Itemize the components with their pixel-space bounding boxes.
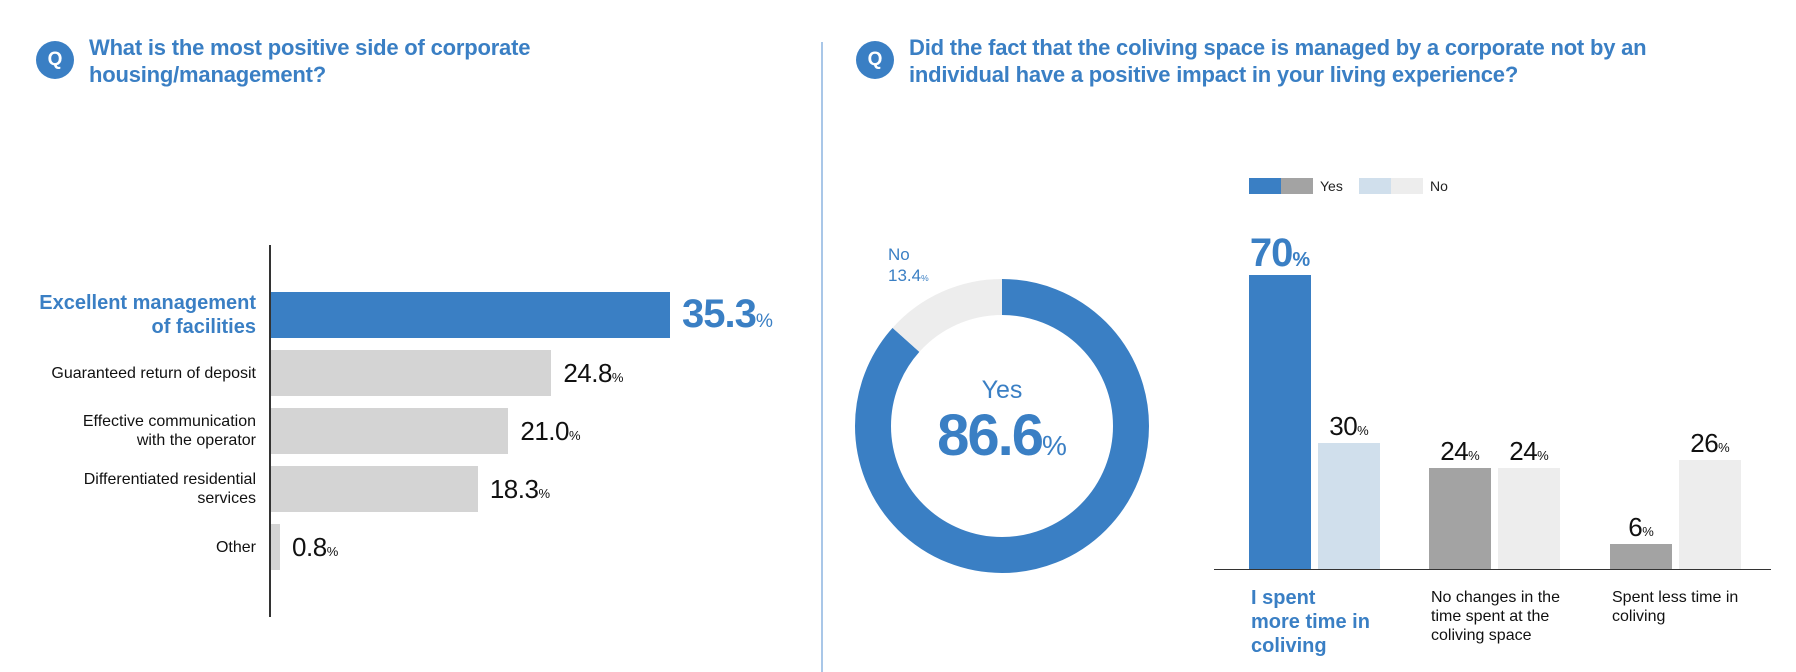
legend-swatch-no-gray bbox=[1391, 178, 1423, 194]
category-label-1: I spent more time in coliving bbox=[1251, 586, 1401, 658]
category-label-line: Excellent management bbox=[39, 292, 256, 314]
question-title-left-line1: What is the most positive side of corpor… bbox=[89, 35, 531, 60]
value-number: 18.3 bbox=[489, 474, 539, 504]
bar-5 bbox=[271, 524, 281, 570]
category-label-text: Other bbox=[216, 538, 256, 557]
bar-no-3 bbox=[1679, 459, 1741, 569]
value-unit: % bbox=[568, 428, 581, 443]
category-label-line: Effective communication bbox=[82, 413, 256, 430]
value-label-5: 0.8% bbox=[292, 532, 338, 563]
category-label-line: with the operator bbox=[136, 432, 256, 449]
category-label-text: Guaranteed return of deposit bbox=[51, 364, 256, 383]
category-label-line: of facilities bbox=[151, 316, 256, 338]
category-label-line: coliving bbox=[1612, 608, 1666, 625]
category-label-3: Effective communication with the operator bbox=[83, 408, 256, 454]
bar-1 bbox=[271, 292, 670, 338]
panel-divider bbox=[821, 42, 823, 672]
question-badge-left: Q bbox=[36, 41, 74, 79]
donut-yes-name: Yes bbox=[981, 376, 1023, 404]
legend-swatch-yes-blue bbox=[1249, 178, 1281, 194]
category-label-text: Excellent management of facilities bbox=[39, 291, 256, 339]
bar-no-1 bbox=[1318, 443, 1380, 569]
value-unit: % bbox=[1292, 249, 1311, 271]
value-unit: % bbox=[1537, 448, 1549, 464]
category-label-2: Guaranteed return of deposit bbox=[51, 350, 256, 396]
value-number: 35.3 bbox=[682, 292, 757, 336]
value-number: 24.8 bbox=[563, 358, 612, 388]
bar-3 bbox=[271, 408, 509, 454]
bar-no-2 bbox=[1498, 468, 1560, 569]
value-unit: % bbox=[1357, 423, 1369, 438]
legend-label-yes: Yes bbox=[1320, 178, 1343, 194]
legend-swatch-no-blue bbox=[1359, 178, 1391, 194]
value-label-yes-2: 24% bbox=[1419, 436, 1501, 467]
value-number: 70 bbox=[1249, 231, 1293, 275]
category-label-line: I spent bbox=[1251, 587, 1316, 609]
value-label-2: 24.8% bbox=[563, 358, 623, 389]
bar-4 bbox=[271, 466, 478, 512]
value-label-no-2: 24% bbox=[1488, 436, 1570, 467]
question-title-right-line2: individual have a positive impact in you… bbox=[909, 62, 1519, 87]
category-label-line: coliving space bbox=[1431, 627, 1532, 644]
question-title-right: Did the fact that the coliving space is … bbox=[909, 34, 1769, 88]
category-label-line: No changes in the bbox=[1431, 589, 1560, 606]
value-label-4: 18.3% bbox=[490, 474, 550, 505]
value-number: 24 bbox=[1509, 436, 1538, 467]
value-number: 21.0 bbox=[520, 416, 569, 446]
category-label-line: Other bbox=[215, 538, 256, 556]
value-label-no-3: 26% bbox=[1669, 428, 1751, 459]
category-label-5: Other bbox=[216, 524, 256, 570]
category-label-text: Differentiated residential services bbox=[84, 470, 256, 508]
value-unit: % bbox=[326, 544, 339, 559]
value-number: 6 bbox=[1628, 511, 1643, 542]
question-title-left: What is the most positive side of corpor… bbox=[89, 34, 739, 88]
value-label-no-1: 30% bbox=[1308, 411, 1390, 442]
bar-yes-1 bbox=[1249, 275, 1311, 569]
value-unit: % bbox=[1642, 523, 1654, 539]
category-label-line: Differentiated residential bbox=[83, 471, 256, 488]
question-title-right-line1: Did the fact that the coliving space is … bbox=[909, 35, 1647, 60]
category-label-4: Differentiated residential services bbox=[84, 466, 256, 512]
question-badge-right: Q bbox=[856, 41, 894, 79]
donut-slice-no bbox=[855, 279, 1149, 573]
value-label-yes-1: 70% bbox=[1239, 231, 1321, 276]
category-label-line: more time in bbox=[1251, 611, 1370, 633]
donut-no-name: No bbox=[888, 245, 910, 264]
category-label-2: No changes in the time spent at the colivi… bbox=[1431, 588, 1581, 645]
value-label-1: 35.3% bbox=[682, 292, 773, 337]
value-unit: % bbox=[611, 370, 624, 385]
legend-label-no: No bbox=[1430, 178, 1448, 194]
donut-yes-label: Yes 86.6% bbox=[902, 376, 1102, 477]
bar-yes-2 bbox=[1429, 468, 1491, 569]
value-label-yes-3: 6% bbox=[1600, 512, 1682, 543]
value-number: 30 bbox=[1329, 411, 1358, 441]
value-unit: % bbox=[755, 311, 773, 332]
question-title-left-line2: housing/management? bbox=[89, 62, 326, 87]
category-label-1: Excellent management of facilities bbox=[39, 292, 256, 338]
value-number: 0.8 bbox=[292, 532, 327, 562]
value-unit: % bbox=[538, 486, 551, 501]
category-label-3: Spent less time in coliving bbox=[1612, 588, 1762, 626]
bar-chart-axis bbox=[269, 245, 271, 617]
bar-yes-3 bbox=[1610, 543, 1672, 569]
value-unit: % bbox=[1468, 448, 1480, 464]
legend-swatch-yes-gray bbox=[1281, 178, 1313, 194]
value-unit: % bbox=[1718, 439, 1730, 455]
value-number: 26 bbox=[1690, 427, 1719, 458]
category-label-line: time spent at the bbox=[1431, 608, 1550, 625]
value-number: 24 bbox=[1440, 436, 1469, 467]
bar-chart-baseline bbox=[1214, 569, 1771, 570]
category-label-line: services bbox=[197, 490, 256, 507]
category-label-text: Effective communication with the operator bbox=[83, 412, 256, 450]
category-label-line: Spent less time in bbox=[1612, 589, 1739, 606]
category-label-line: coliving bbox=[1251, 635, 1327, 657]
donut-svg bbox=[855, 279, 1149, 573]
donut-no-label: No 13.4% bbox=[888, 244, 929, 289]
value-label-3: 21.0% bbox=[520, 416, 580, 447]
donut-yes-value: 86.6% bbox=[937, 403, 1067, 468]
donut-no-value: 13.4% bbox=[888, 266, 929, 285]
category-label-line: Guaranteed return of deposit bbox=[51, 364, 256, 382]
bar-2 bbox=[271, 350, 552, 396]
